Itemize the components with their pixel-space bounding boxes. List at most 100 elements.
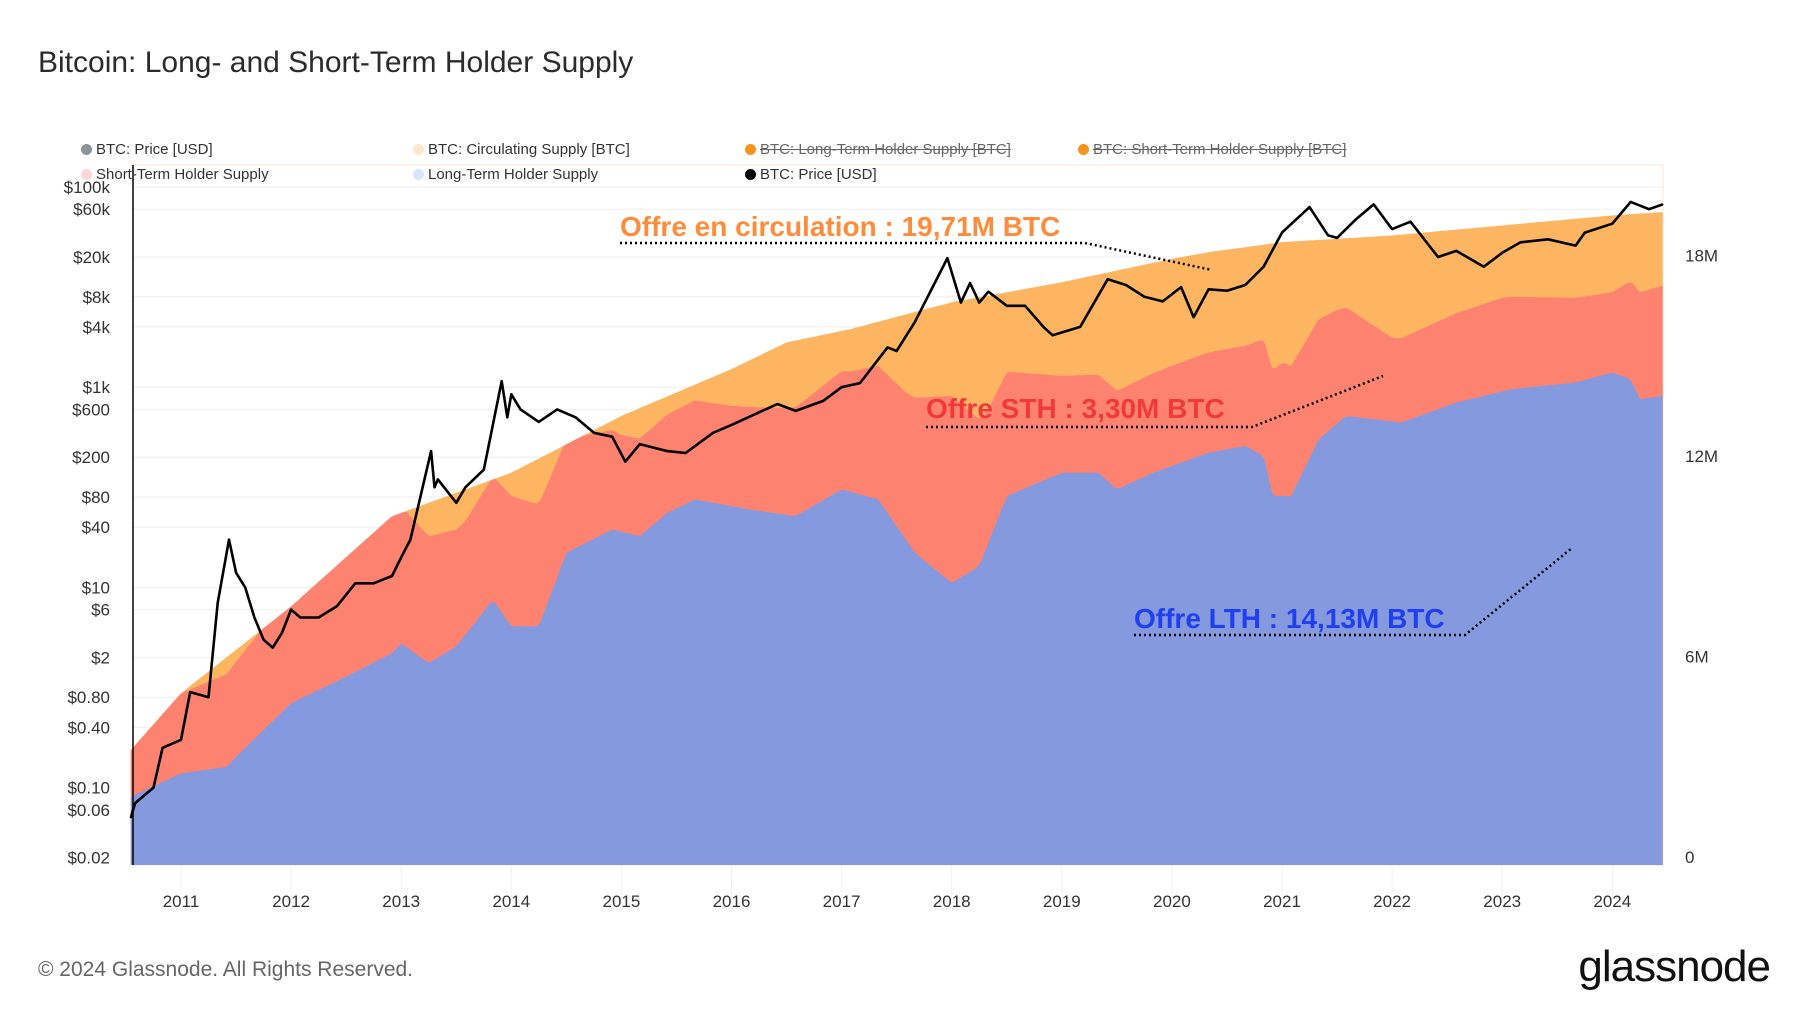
price-point — [437, 478, 439, 481]
price-point — [244, 586, 247, 589]
price-point — [1079, 326, 1081, 328]
legend-item-short-term-holder-supply[interactable]: Short-Term Holder Supply — [81, 166, 269, 183]
x-tick-label: 2023 — [1483, 892, 1521, 911]
price-point — [1143, 296, 1146, 298]
x-tick-label: 2022 — [1373, 892, 1411, 911]
price-point — [960, 301, 962, 304]
y-left-tick-label: $2 — [91, 648, 110, 667]
price-point — [1207, 288, 1210, 291]
price-point — [506, 416, 509, 419]
legend-dot-icon — [745, 169, 756, 180]
price-point — [859, 382, 861, 384]
price-point — [1192, 316, 1195, 319]
price-point — [372, 582, 375, 585]
price-point — [886, 346, 889, 349]
price-point — [1574, 244, 1577, 247]
y-left-tick-label: $8k — [83, 288, 111, 307]
price-point — [430, 450, 432, 452]
price-point — [1244, 284, 1247, 286]
price-point — [129, 816, 132, 819]
price-point — [895, 350, 898, 352]
price-point — [593, 432, 595, 434]
legend-dot-icon — [413, 144, 424, 155]
price-point — [519, 408, 522, 411]
chart-title: Bitcoin: Long- and Short-Term Holder Sup… — [38, 46, 634, 79]
price-point — [1629, 201, 1632, 203]
price-point — [253, 616, 256, 619]
price-point — [299, 616, 302, 619]
y-left-tick-label: $20k — [73, 248, 110, 267]
price-point — [510, 393, 513, 396]
price-point — [354, 582, 357, 585]
price-point — [180, 739, 182, 741]
price-point — [1042, 326, 1045, 328]
price-point — [794, 410, 797, 412]
price-point — [556, 408, 558, 411]
annotation-label: Offre en circulation : 19,71M BTC — [620, 211, 1060, 242]
y-left-tick-label: $6 — [91, 601, 110, 620]
price-point — [409, 538, 412, 541]
y-left-tick-label: $600 — [72, 400, 110, 419]
annotation-leader-line — [1134, 547, 1573, 637]
y-left-tick-label: $40 — [82, 518, 110, 537]
price-point — [638, 443, 641, 445]
price-point — [1483, 265, 1485, 268]
price-point — [1437, 256, 1439, 258]
legend-item-circulating-supply[interactable]: BTC: Circulating Supply [BTC] — [413, 141, 630, 158]
y-left-tick-label: $10 — [82, 578, 110, 597]
price-point — [235, 571, 237, 574]
y-right-tick-label: 18M — [1685, 247, 1718, 266]
price-point — [1519, 241, 1522, 244]
y-left-tick-label: $0.10 — [67, 779, 110, 798]
price-point — [574, 416, 577, 419]
legend-item-sth-supply-disabled[interactable]: BTC: Short-Term Holder Supply [BTC] — [1078, 141, 1346, 158]
price-point — [712, 432, 714, 434]
price-point — [776, 403, 779, 405]
price-point — [317, 616, 320, 619]
price-point — [1583, 231, 1586, 234]
price-point — [1336, 237, 1338, 239]
y-right-tick-label: 12M — [1685, 447, 1718, 466]
x-tick-label: 2024 — [1593, 892, 1631, 911]
legend-item-price-usd[interactable]: BTC: Price [USD] — [745, 166, 877, 183]
y-right-tick-label: 0 — [1685, 848, 1694, 867]
legend-item-lth-supply-disabled[interactable]: BTC: Long-Term Holder Supply [BTC] — [745, 141, 1011, 158]
price-point — [611, 435, 614, 438]
price-point — [1125, 284, 1127, 286]
price-point — [281, 632, 283, 634]
y-left-tick-label: $200 — [72, 448, 110, 467]
legend-dot-icon — [81, 144, 92, 155]
x-tick-label: 2021 — [1263, 892, 1301, 911]
price-point — [730, 424, 733, 426]
x-tick-label: 2018 — [933, 892, 971, 911]
price-point — [400, 556, 403, 559]
price-point — [1547, 238, 1549, 241]
legend-item-price-usd-disabled[interactable]: BTC: Price [USD] — [81, 141, 213, 158]
price-point — [207, 696, 210, 699]
x-tick-label: 2011 — [163, 892, 200, 911]
x-tick-label: 2012 — [272, 892, 310, 911]
y-left-tick-label: $80 — [82, 488, 110, 507]
price-point — [161, 746, 164, 749]
x-tick-label: 2015 — [602, 892, 640, 911]
x-tick-label: 2019 — [1043, 892, 1081, 911]
legend-item-long-term-holder-supply[interactable]: Long-Term Holder Supply — [413, 166, 598, 183]
price-point — [433, 486, 436, 489]
legend-dot-icon — [81, 169, 92, 180]
price-point — [216, 602, 219, 604]
price-point — [1051, 334, 1054, 337]
price-point — [1327, 234, 1329, 236]
price-point — [262, 638, 265, 641]
legend-dot-icon — [745, 144, 756, 155]
price-point — [1501, 252, 1503, 254]
price-point — [1281, 231, 1283, 234]
price-point — [152, 786, 155, 789]
price-point — [969, 282, 971, 284]
price-point — [134, 802, 136, 804]
legend-dot-icon — [1078, 144, 1089, 155]
copyright-footer: © 2024 Glassnode. All Rights Reserved. — [38, 958, 414, 981]
price-point — [1455, 250, 1458, 252]
price-point — [464, 486, 467, 489]
price-point — [1106, 278, 1109, 280]
